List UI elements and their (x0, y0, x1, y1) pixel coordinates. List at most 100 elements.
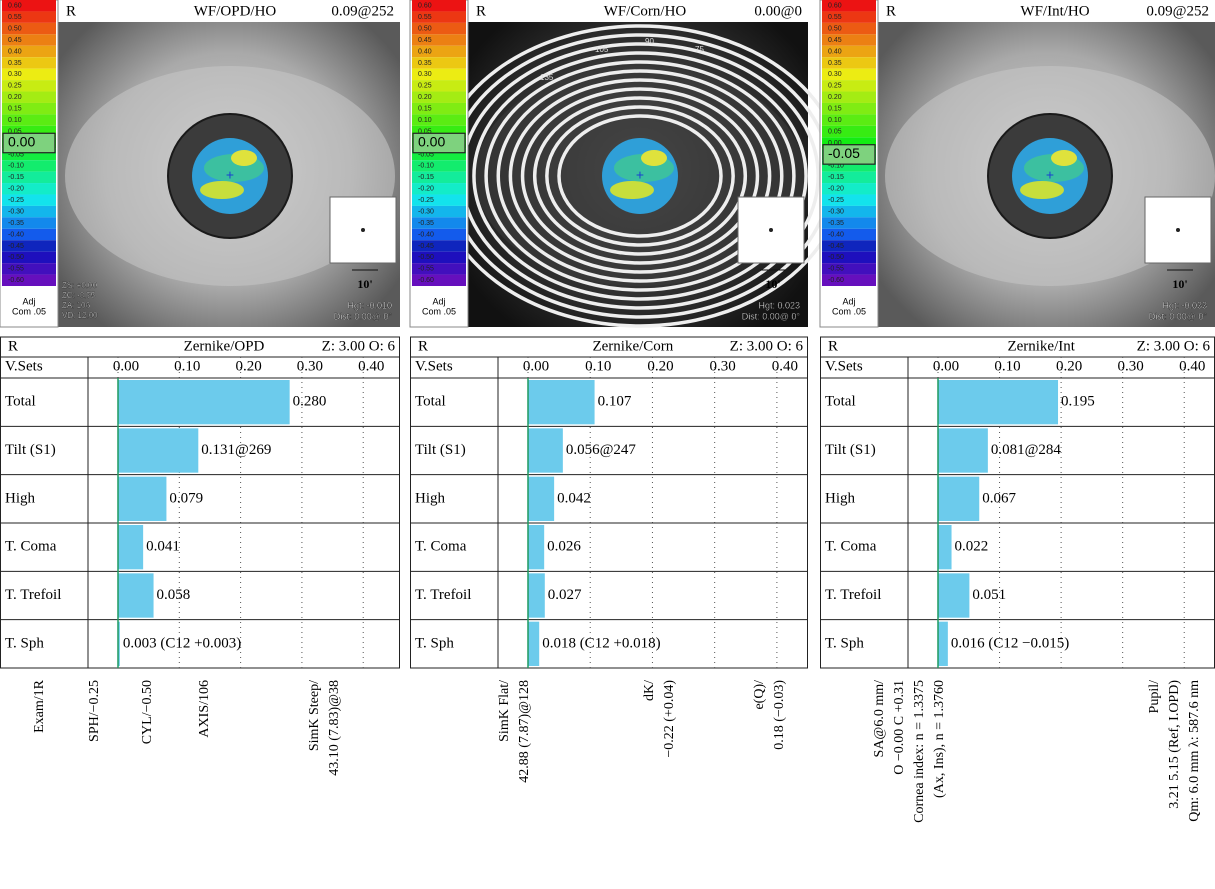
adj-label: Com .05 (832, 306, 866, 316)
scale-label: -0.45 (418, 243, 434, 250)
category-label: High (415, 490, 446, 506)
footer-text: AXIS/106 (197, 680, 212, 738)
bar (528, 622, 539, 666)
map-blob (641, 150, 667, 166)
x-tick-label: 0.30 (710, 358, 736, 374)
x-tick-label: 0.40 (358, 358, 384, 374)
value-label: 0.107 (598, 394, 632, 410)
category-label: T. Sph (415, 635, 454, 651)
category-label: Total (5, 394, 36, 410)
footer-text: e(Q)/ (752, 680, 767, 710)
left-info: ZC: -0.75 (62, 291, 96, 300)
eye-label: R (886, 3, 896, 19)
scale-label: 0.35 (828, 60, 842, 67)
x-tick-label: 0.40 (772, 358, 798, 374)
x-tick-label: 0.10 (174, 358, 200, 374)
scale-label: -0.60 (418, 277, 434, 284)
footer-text: Exam/1R (32, 679, 47, 733)
map-center: + (636, 167, 644, 183)
scale-current: 0.00 (418, 134, 445, 150)
category-label: Tilt (S1) (5, 442, 56, 458)
scale-label: 0.50 (8, 25, 22, 32)
footer-text: −0.22 (+0.04) (662, 680, 677, 758)
inset-label: 10' (765, 277, 780, 291)
footer-text: 3.21 5.15 (Ref, I.OPD) (1167, 680, 1182, 809)
inset-dot (1176, 228, 1180, 232)
ring-label: 105 (595, 45, 609, 54)
value-label: 0.280 (293, 394, 327, 410)
category-label: High (5, 490, 36, 506)
scale-label: 0.40 (8, 48, 22, 55)
left-info: ZS: +0.00 (62, 281, 97, 290)
eye-label: R (66, 3, 76, 19)
table-frame (411, 337, 808, 668)
scale-label: -0.15 (418, 174, 434, 181)
scale-label: 0.20 (8, 94, 22, 101)
right-info: Dist: 0.00@ 0° (742, 311, 801, 321)
scale-label: -0.40 (418, 231, 434, 238)
value-label: 0.027 (548, 587, 582, 603)
inset-label: 10' (357, 277, 372, 291)
scale-label: 0.50 (828, 25, 842, 32)
value-label: 0.022 (955, 539, 989, 555)
value-label: 0.131@269 (201, 442, 271, 458)
bar (938, 622, 948, 666)
value-label: 0.041 (146, 539, 180, 555)
value-label: 0.056@247 (566, 442, 637, 458)
right-info: Hgt: 0.023 (758, 300, 800, 310)
footer-text: 43.10 (7.83)@38 (327, 680, 342, 776)
scale-label: 0.40 (828, 48, 842, 55)
bar (938, 573, 969, 617)
category-label: Tilt (S1) (825, 442, 876, 458)
map-title: WF/Corn/HO (604, 3, 687, 19)
scale-label: 0.25 (828, 83, 842, 90)
adj-label: Adj (842, 296, 855, 306)
scale-label: 0.55 (828, 14, 842, 21)
map-blob (1051, 150, 1077, 166)
category-label: T. Trefoil (5, 587, 61, 603)
scale-label: -0.60 (828, 277, 844, 284)
map-center: + (1046, 167, 1054, 183)
chart-subtitle: Z: 3.00 O: 6 (322, 338, 396, 354)
scale-label: 0.60 (8, 3, 22, 10)
x-tick-label: 0.30 (1118, 358, 1144, 374)
chart-subtitle: Z: 3.00 O: 6 (1137, 338, 1211, 354)
x-tick-label: 0.00 (113, 358, 139, 374)
scale-label: 0.60 (828, 3, 842, 10)
eye-label: R (8, 338, 18, 354)
category-label: Total (415, 394, 446, 410)
scale-label: 0.30 (418, 71, 432, 78)
scale-label: -0.60 (8, 277, 24, 284)
scale-label: 0.20 (828, 94, 842, 101)
scale-label: -0.25 (418, 197, 434, 204)
x-tick-label: 0.20 (1056, 358, 1082, 374)
map-value: 0.00@0 (754, 3, 802, 19)
scale-current: 0.00 (8, 134, 35, 150)
ring-label: 135 (540, 73, 554, 82)
map-blob (231, 150, 257, 166)
scale-label: -0.55 (828, 266, 844, 273)
scale-label: -0.40 (8, 231, 24, 238)
scale-label: 0.55 (418, 14, 432, 21)
scale-label: 0.10 (828, 117, 842, 124)
scale-label: -0.55 (8, 266, 24, 273)
map-value: 0.09@252 (331, 3, 394, 19)
inset-dot (769, 228, 773, 232)
category-label: T. Sph (825, 635, 864, 651)
chart-subtitle: Z: 3.00 O: 6 (730, 338, 804, 354)
scale-label: 0.20 (418, 94, 432, 101)
ring-label: 90 (645, 37, 654, 46)
x-tick-label: 0.20 (647, 358, 673, 374)
x-tick-label: 0.40 (1179, 358, 1205, 374)
scale-label: -0.25 (828, 197, 844, 204)
bar (938, 380, 1058, 424)
right-info: Dist: 0.00@ 0° (334, 311, 393, 321)
eye-label: R (828, 338, 838, 354)
scale-label: 0.40 (418, 48, 432, 55)
footer-text: Pupil/ (1147, 680, 1162, 714)
scale-label: -0.45 (8, 243, 24, 250)
scale-current: -0.05 (828, 145, 860, 161)
scale-label: -0.50 (828, 254, 844, 261)
category-label: Total (825, 394, 856, 410)
x-tick-label: 0.30 (297, 358, 323, 374)
